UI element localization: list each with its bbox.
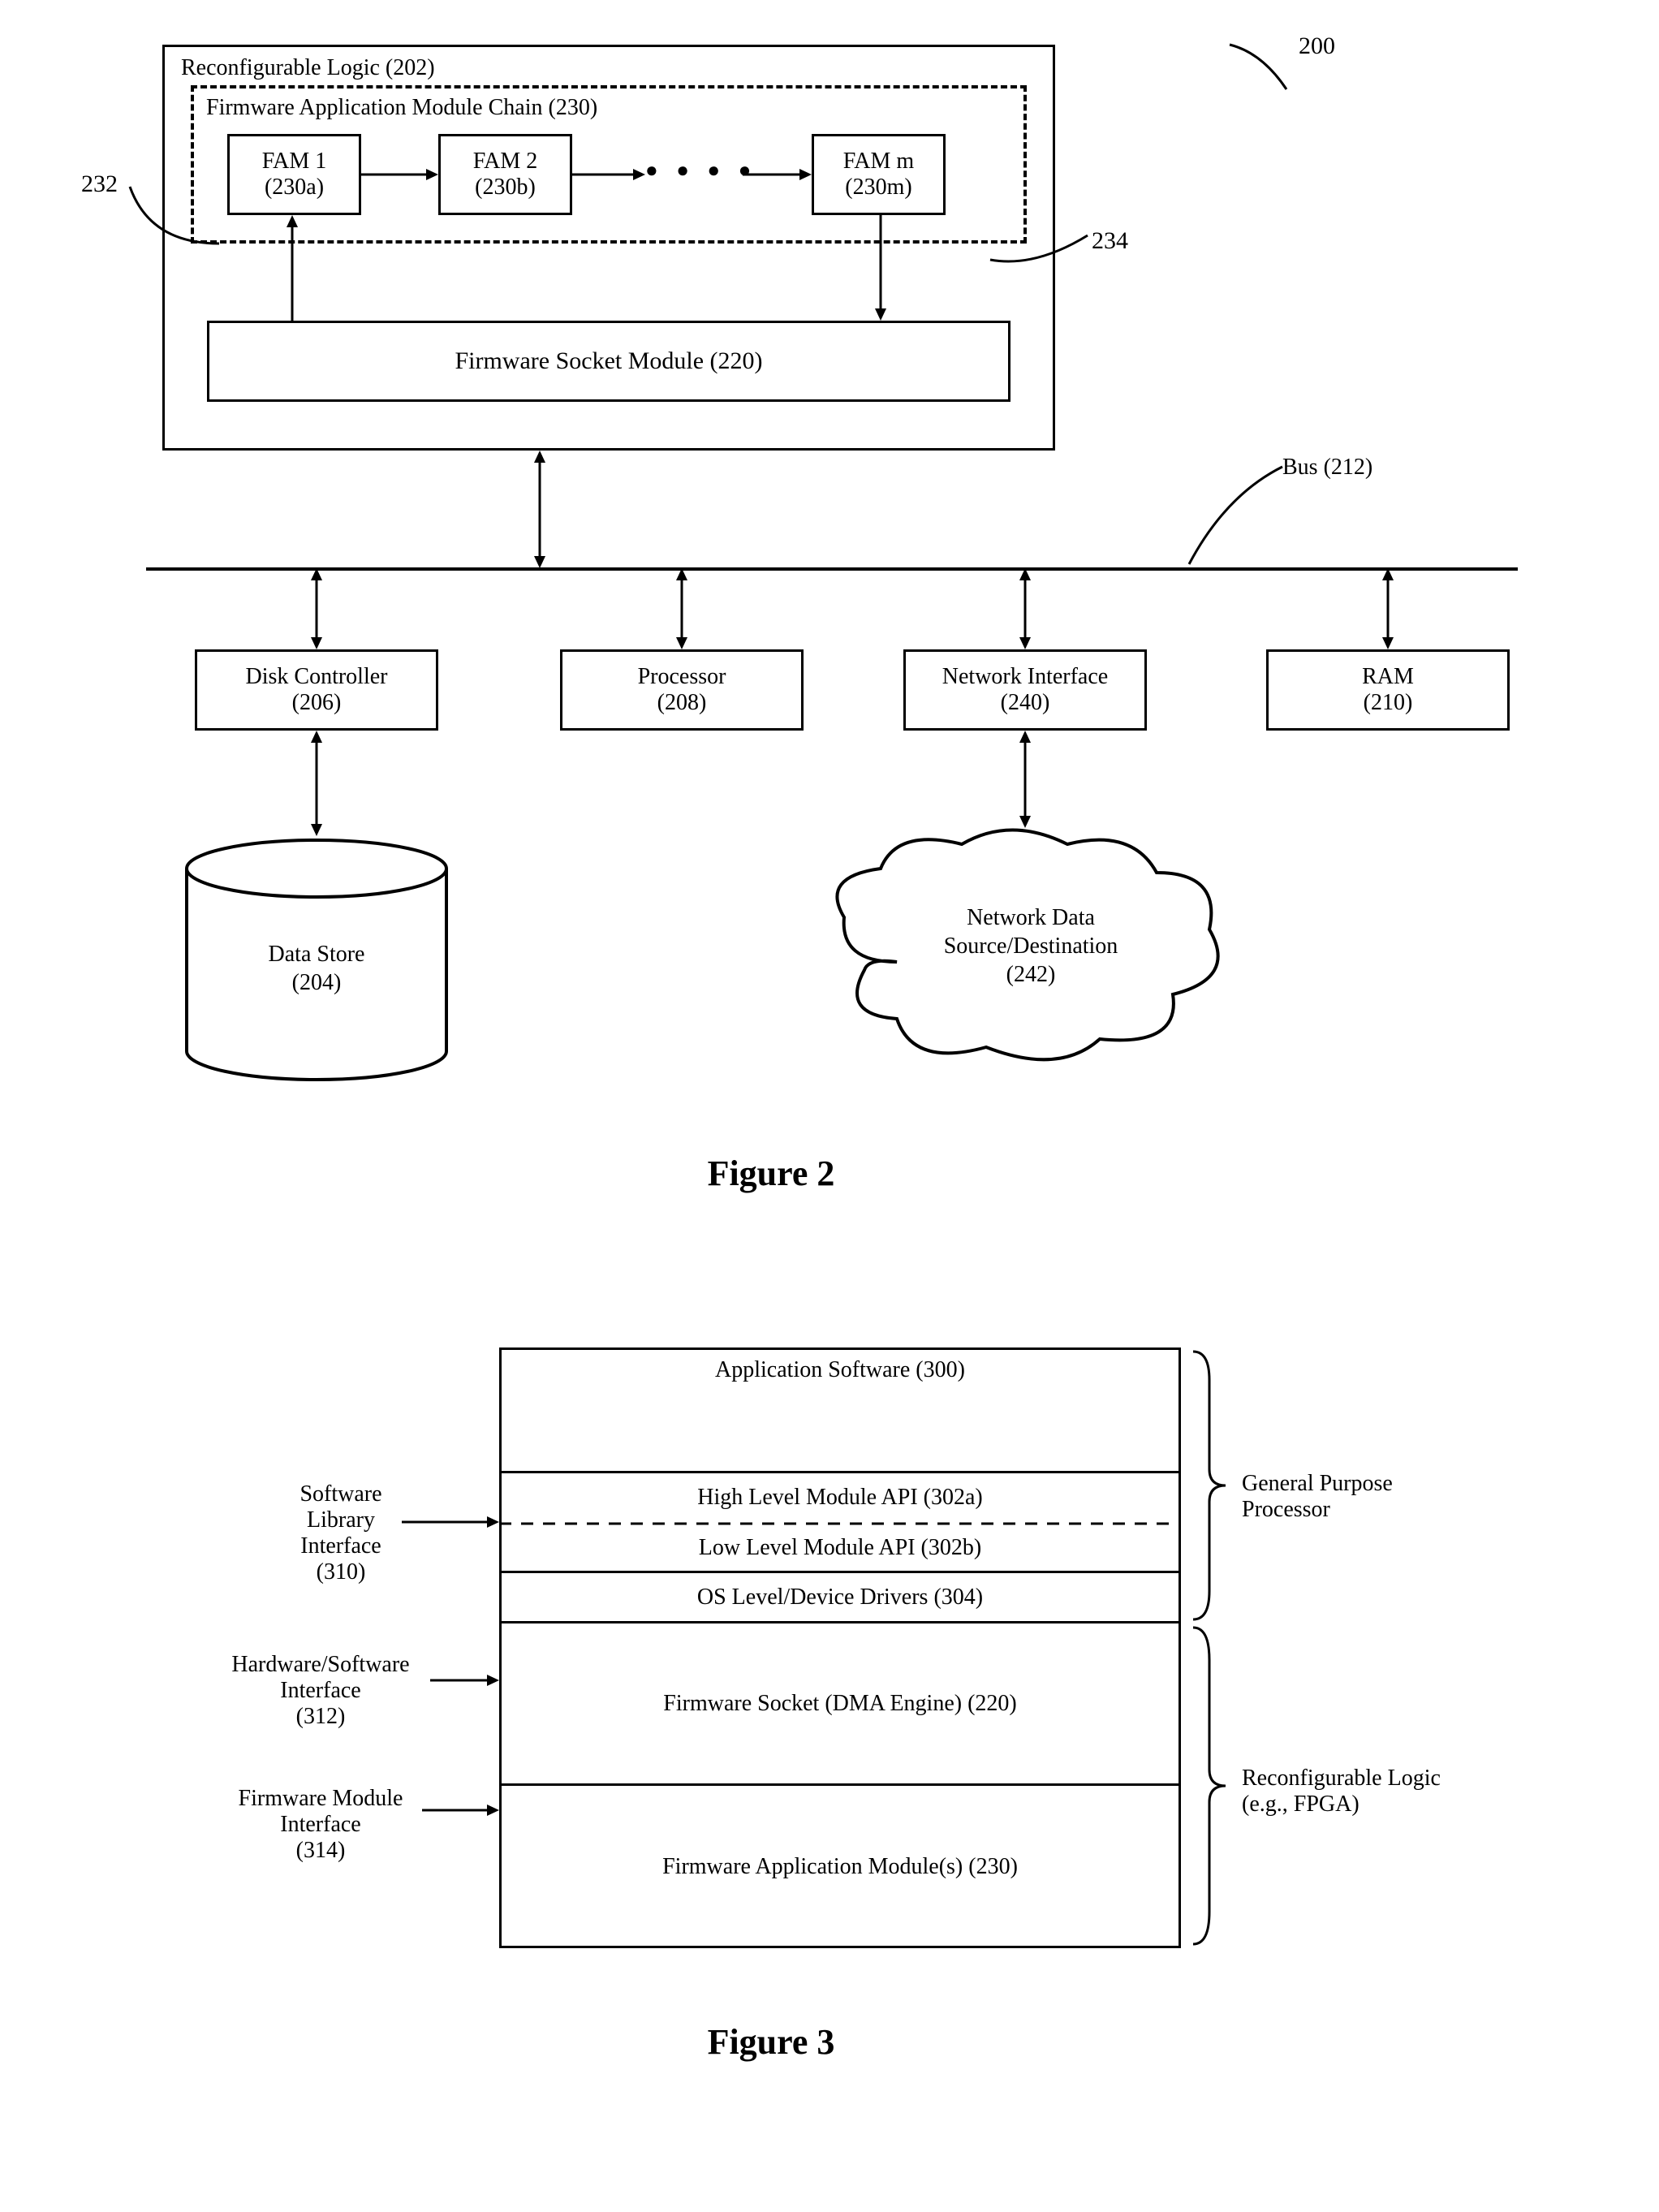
ds-l1: Data Store [248,942,386,968]
arrow-ni-cloud [1013,731,1037,828]
sw-lib-label: Software Library Interface (310) [280,1481,402,1585]
reconfig-logic-label: Reconfigurable Logic (202) [181,55,435,81]
arrow-swlib [402,1510,499,1534]
fam2-l1: FAM 2 [473,149,538,175]
label-232: 232 [81,170,118,198]
os-drivers-row: OS Level/Device Drivers (304) [499,1573,1181,1623]
fam-chain-label: Firmware Application Module Chain (230) [206,95,597,121]
app-software-row: Application Software (300) [499,1347,1181,1473]
fam-dots: ● ● ● ● [645,158,757,183]
corner-200: 200 [1299,32,1335,60]
label-234: 234 [1092,227,1128,255]
dc-l2: (206) [292,690,342,716]
famm-box: FAM m (230m) [812,134,946,215]
bus-line [146,567,1518,571]
fw-modules-row: Firmware Application Module(s) (230) [499,1786,1181,1948]
app-software-label: Application Software (300) [715,1357,965,1383]
proc-l1: Processor [638,664,726,690]
brace-gpp [1185,1347,1234,1623]
netif-box: Network Interface (240) [903,649,1147,731]
high-api-row: High Level Module API (302a) [499,1473,1181,1522]
cloud-l1: Network Data [909,905,1153,931]
curve-232 [126,183,223,248]
arrow-dots-famm [743,162,812,187]
famm-l2: (230m) [845,175,911,201]
cloud-l2: Source/Destination [909,934,1153,959]
brace-rl [1185,1623,1234,1948]
fam1-l2: (230a) [265,175,324,201]
ram-l2: (210) [1364,690,1413,716]
fw-mod-label: Firmware Module Interface (314) [215,1786,426,1864]
arrow-logic-bus [528,451,552,568]
fam1-l1: FAM 1 [262,149,327,175]
arrow-hwsw [430,1668,499,1692]
fam2-box: FAM 2 (230b) [438,134,572,215]
low-api-label: Low Level Module API (302b) [699,1535,981,1561]
processor-box: Processor (208) [560,649,804,731]
bus-label: Bus (212) [1282,455,1372,481]
fw-socket-row: Firmware Socket (DMA Engine) (220) [499,1623,1181,1786]
arrow-bus-disk [304,568,329,649]
curve-234 [986,231,1092,272]
bus-curve [1177,463,1291,568]
figure2-caption: Figure 2 [649,1153,893,1194]
arrow-famm-to-socket [868,215,893,321]
os-drivers-label: OS Level/Device Drivers (304) [697,1585,983,1610]
arrow-socket-to-fam1 [280,215,304,321]
famm-l1: FAM m [843,149,914,175]
dc-l1: Disk Controller [246,664,388,690]
arrow-bus-proc [670,568,694,649]
ni-l2: (240) [1001,690,1050,716]
arrow-dc-ds [304,731,329,836]
arrow-bus-ram [1376,568,1400,649]
hw-sw-label: Hardware/Software Interface (312) [207,1652,434,1730]
fam1-box: FAM 1 (230a) [227,134,361,215]
ds-l2: (204) [248,970,386,996]
fw-modules-label: Firmware Application Module(s) (230) [662,1854,1018,1880]
ram-box: RAM (210) [1266,649,1510,731]
arrow-fam1-fam2 [361,162,438,187]
proc-l2: (208) [657,690,707,716]
fw-socket-label: Firmware Socket (DMA Engine) (220) [663,1691,1016,1717]
socket-module-label: Firmware Socket Module (220) [455,347,762,375]
figure3-caption: Figure 3 [649,2021,893,2063]
disk-controller-box: Disk Controller (206) [195,649,438,731]
high-api-label: High Level Module API (302a) [697,1485,983,1511]
ram-l1: RAM [1362,664,1414,690]
gpp-label: General Purpose Processor [1242,1471,1393,1523]
arrow-bus-net [1013,568,1037,649]
low-api-row: Low Level Module API (302b) [499,1524,1181,1573]
ni-l1: Network Interface [942,664,1108,690]
cloud-l3: (242) [909,962,1153,988]
arrow-fwmod [422,1798,499,1822]
arrow-fam2-dots [572,162,645,187]
socket-module-box: Firmware Socket Module (220) [207,321,1010,402]
rl-label: Reconfigurable Logic (e.g., FPGA) [1242,1766,1441,1817]
fam2-l2: (230b) [475,175,536,201]
